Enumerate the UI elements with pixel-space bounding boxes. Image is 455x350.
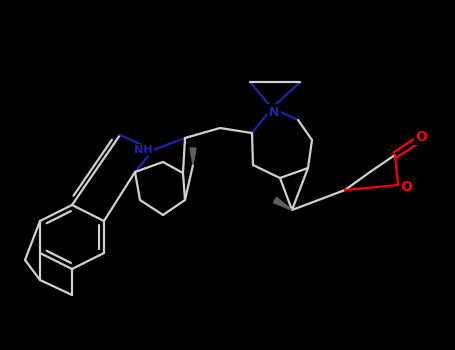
- Text: O: O: [400, 180, 412, 194]
- Text: N: N: [269, 105, 279, 119]
- Polygon shape: [190, 148, 196, 165]
- Text: NH: NH: [134, 145, 152, 155]
- Polygon shape: [273, 197, 292, 210]
- Text: O: O: [415, 130, 427, 144]
